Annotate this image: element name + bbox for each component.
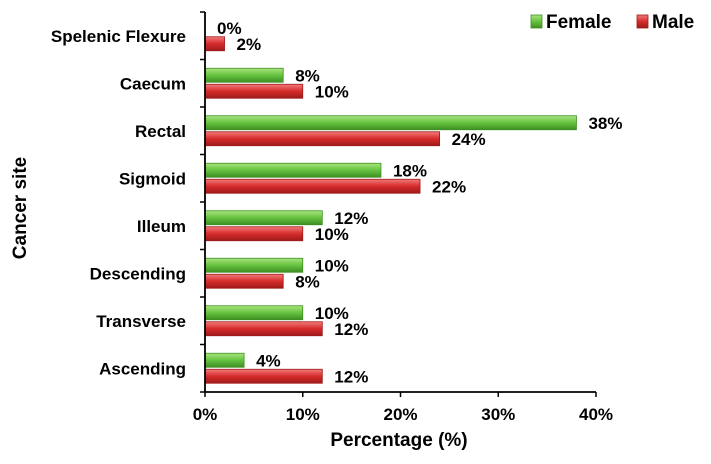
legend-label-male: Male <box>652 12 694 33</box>
bar-male <box>204 321 323 337</box>
bar-female <box>204 67 284 83</box>
bar-female <box>204 352 245 368</box>
data-label-male: 2% <box>237 35 262 54</box>
bar-female <box>204 257 304 273</box>
bar-female <box>204 115 577 131</box>
category-label: Descending <box>90 264 186 283</box>
bar-male <box>204 226 304 242</box>
data-label-female: 10% <box>315 256 349 275</box>
data-label-male: 12% <box>334 320 368 339</box>
data-label-male: 10% <box>315 225 349 244</box>
data-label-female: 18% <box>393 161 427 180</box>
bar-male <box>204 368 323 384</box>
data-label-male: 8% <box>295 272 320 291</box>
bar-female <box>204 305 304 321</box>
category-label: Transverse <box>96 312 186 331</box>
category-label: Spelenic Flexure <box>51 27 186 46</box>
x-tick-label: 40% <box>579 405 613 424</box>
legend-swatch-male <box>636 14 649 29</box>
category-label: Ascending <box>99 359 186 378</box>
x-tick-label: 20% <box>383 405 417 424</box>
data-label-female: 8% <box>295 66 320 85</box>
bars-group <box>204 36 577 384</box>
legend-swatch-female <box>530 14 543 29</box>
data-label-female: 10% <box>315 304 349 323</box>
bar-male <box>204 131 441 147</box>
axes-group: 0% 10% 20% 30% 40% <box>193 11 613 424</box>
data-label-female: 12% <box>334 209 368 228</box>
data-label-male: 12% <box>334 367 368 386</box>
x-tick-label: 0% <box>193 405 218 424</box>
data-label-male: 24% <box>452 130 486 149</box>
data-label-female: 38% <box>588 114 622 133</box>
category-label: Sigmoid <box>119 169 186 188</box>
bar-male <box>204 83 304 99</box>
data-label-female: 0% <box>217 19 242 38</box>
labels-group: Spelenic Flexure 0%2%Caecum 8%10%Rectal 38%… <box>51 19 623 387</box>
bar-male <box>204 178 421 194</box>
bar-male <box>204 273 284 289</box>
legend-label-female: Female <box>546 12 611 33</box>
bar-male <box>204 36 225 52</box>
data-label-male: 22% <box>432 177 466 196</box>
bar-female <box>204 162 382 178</box>
category-label: Illeum <box>137 217 186 236</box>
legend: Female Male <box>530 12 694 33</box>
data-label-male: 10% <box>315 82 349 101</box>
x-tick-label: 30% <box>481 405 515 424</box>
category-label: Rectal <box>135 122 186 141</box>
x-tick-label: 10% <box>286 405 320 424</box>
category-label: Caecum <box>120 74 186 93</box>
bar-female <box>204 210 323 226</box>
x-axis-label: Percentage (%) <box>330 430 467 451</box>
y-axis-label: Cancer site <box>10 157 31 259</box>
data-label-female: 4% <box>256 351 281 370</box>
